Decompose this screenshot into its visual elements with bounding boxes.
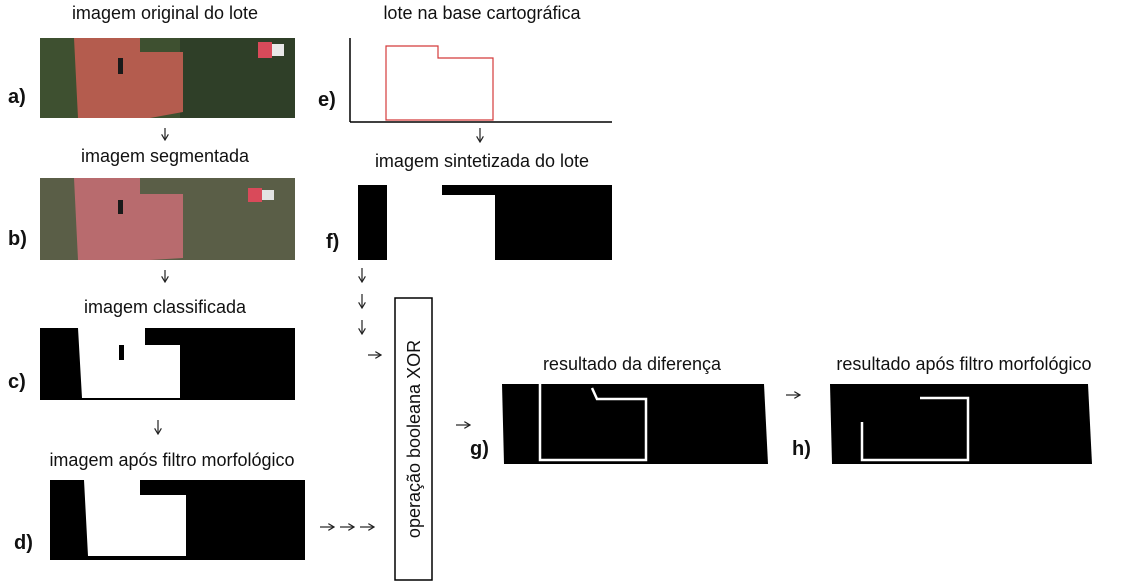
panel-title: imagem classificada: [84, 297, 247, 317]
panel-label: h): [792, 438, 811, 460]
panel-label: e): [318, 89, 336, 111]
panel-title: imagem após filtro morfológico: [49, 450, 294, 470]
panel-label: d): [14, 532, 33, 554]
panel-label: b): [8, 228, 27, 250]
panel-label: a): [8, 86, 26, 108]
image-h: [830, 384, 1092, 464]
image-e: [350, 38, 612, 122]
panel-label: g): [470, 438, 489, 460]
panel-title: imagem original do lote: [72, 3, 258, 23]
panel-title: resultado da diferença: [543, 354, 722, 374]
panel-title: imagem sintetizada do lote: [375, 151, 589, 171]
image-b: [40, 178, 295, 260]
image-a: [40, 38, 295, 118]
image-d: [50, 480, 305, 560]
panel-title: resultado após filtro morfológico: [836, 354, 1091, 374]
image-g: [502, 384, 768, 464]
diagram: operação booleana XOR imagem original do…: [0, 0, 1131, 585]
image-f: [358, 185, 612, 260]
operation-label: operação booleana XOR: [404, 340, 424, 538]
image-c: [40, 328, 295, 400]
panel-title: imagem segmentada: [81, 146, 250, 166]
panel-title: lote na base cartográfica: [383, 3, 581, 23]
panel-label: f): [326, 231, 339, 253]
panel-label: c): [8, 371, 26, 393]
